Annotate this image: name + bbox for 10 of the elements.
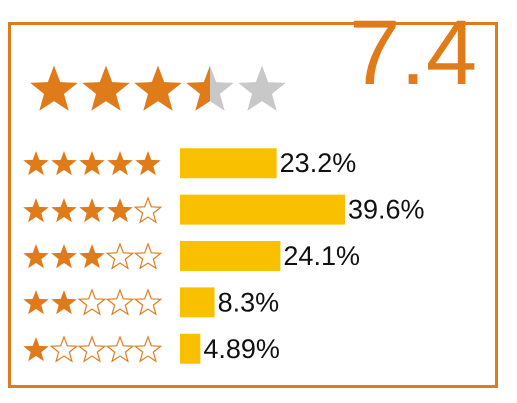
data-label: 4.89% [203, 334, 280, 364]
data-label: 39.6% [348, 194, 425, 225]
data-label: 8.3% [218, 287, 280, 318]
data-label: 23.2% [280, 148, 356, 178]
bar [180, 287, 215, 318]
bar [180, 148, 277, 178]
bar [180, 194, 345, 225]
data-label: 24.1% [283, 241, 360, 271]
bar [180, 241, 280, 271]
bar [180, 334, 200, 364]
